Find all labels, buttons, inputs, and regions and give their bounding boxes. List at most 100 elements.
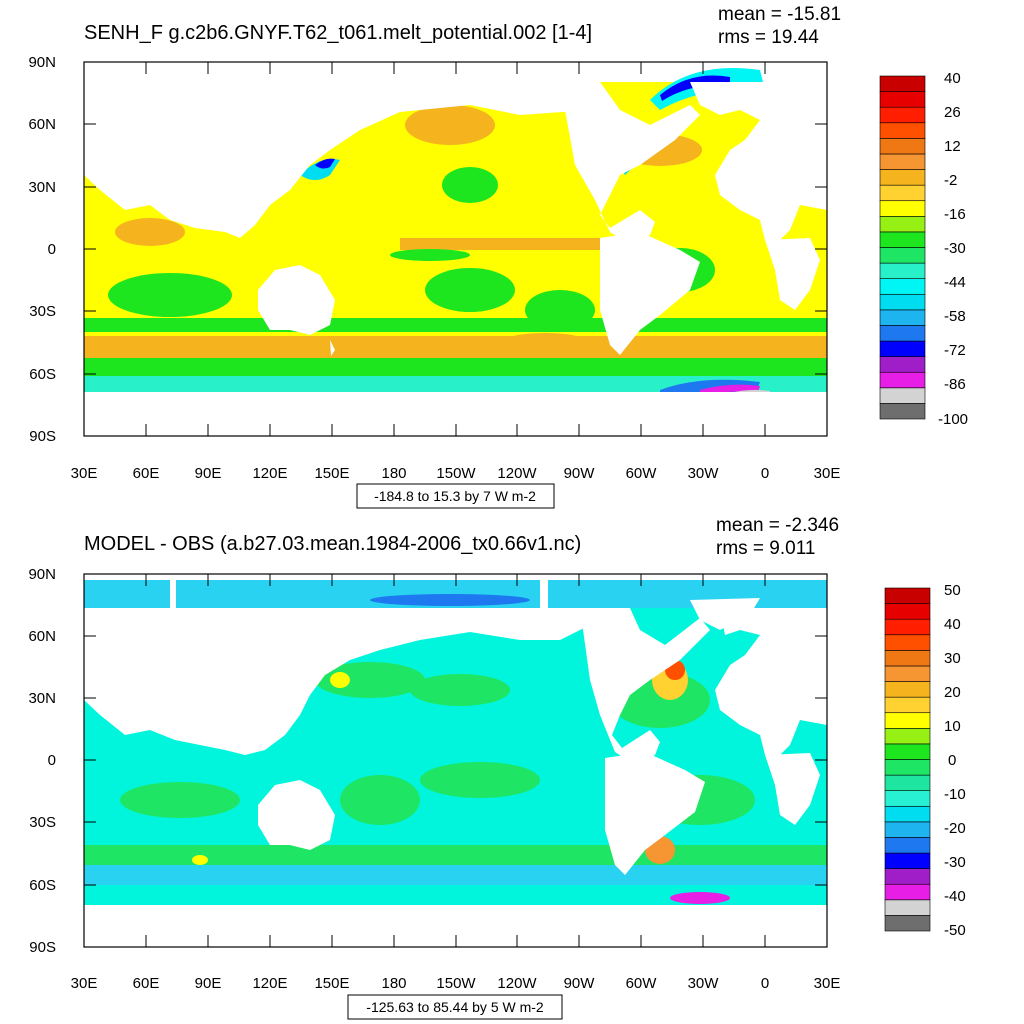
contour-info: -184.8 to 15.3 by 7 W m-2 [374,488,536,504]
lon-label: 30E [814,465,841,482]
colorbar-label: -58 [944,308,966,325]
lon-label: 90E [195,465,222,482]
colorbar-swatch [884,712,931,729]
colorbar-swatch [884,805,931,823]
lat-label: 30S [29,814,56,831]
colorbar-swatch [879,91,926,108]
colorbar-label: -16 [944,206,966,223]
colorbar-swatch [879,106,926,124]
mean-value: mean = -15.81 [718,4,841,25]
lat-label: 0 [48,241,56,258]
lon-label: 120E [252,975,287,992]
map-field [84,574,827,947]
colorbar-swatch [879,340,926,357]
map-field [84,62,827,436]
colorbar-swatch [879,138,926,155]
colorbar-label: -72 [944,342,966,359]
mean-value: mean = -2.346 [716,515,839,536]
lat-label: 30N [28,179,56,196]
colorbar-swatch [879,325,926,342]
rms-value: rms = 9.011 [716,538,815,559]
colorbar-label: -2 [944,172,957,189]
lon-label: 150W [436,465,476,482]
lon-label: 30E [71,975,98,992]
lon-label: 150W [436,975,476,992]
colorbar-label: 12 [944,138,961,155]
colorbar-label: 0 [948,752,956,769]
panel-senh-f: SENH_F g.c2b6.GNYF.T62_t061.melt_potenti… [28,4,968,509]
colorbar-label: -100 [938,411,968,428]
colorbar-swatch [884,899,931,916]
rms-value: rms = 19.44 [718,27,819,48]
colorbar-label: -40 [944,888,966,905]
colorbar-swatch [884,868,931,885]
colorbar-swatch [884,837,931,854]
contour-info: -125.63 to 85.44 by 5 W m-2 [366,999,544,1015]
lon-label: 150E [314,465,349,482]
lon-label: 60E [133,975,160,992]
colorbar-label: -30 [944,240,966,257]
colorbar-swatch [879,122,926,139]
lon-label: 30W [688,465,720,482]
lat-label: 60N [28,628,56,645]
colorbar-label: -86 [944,376,966,393]
lon-label: 180 [381,975,406,992]
lon-label: 120E [252,465,287,482]
colorbar-swatch [879,216,926,233]
lon-label: 0 [761,975,769,992]
colorbar-labels: 50 40 30 20 10 0 -10 -20 -30 -40 -50 [944,582,966,939]
colorbar-label: -50 [944,922,966,939]
lon-label: 90W [564,465,596,482]
lon-label: 120W [497,465,537,482]
colorbar-label: 10 [944,718,961,735]
panel-title: SENH_F g.c2b6.GNYF.T62_t061.melt_potenti… [84,22,592,44]
panel-title: MODEL - OBS (a.b27.03.mean.1984-2006_tx0… [84,533,581,555]
colorbar-swatch [879,278,926,295]
colorbar-swatch [879,247,926,264]
colorbar-swatch [884,790,931,807]
lon-label: 120W [497,975,537,992]
lon-label: 30W [688,975,720,992]
colorbar-swatch [884,759,931,776]
lon-label: 90E [195,975,222,992]
lon-label: 0 [761,465,769,482]
contour-info-box: -184.8 to 15.3 by 7 W m-2 [356,483,555,509]
colorbar-swatch [884,681,931,698]
lat-axis-labels: 90N 60N 30N 0 30S 60S 90S [28,566,56,956]
colorbar-swatch [884,634,931,651]
lat-label: 30N [28,690,56,707]
colorbar-swatch [884,650,931,667]
colorbar-labels: 40 26 12 -2 -16 -30 -44 -58 -72 -86 -100 [938,70,968,428]
colorbar-swatch [879,309,926,326]
colorbar-swatch [884,603,931,620]
colorbar-label: -44 [944,274,966,291]
lat-label: 60N [28,116,56,133]
colorbar [879,75,926,420]
colorbar-swatch [879,75,926,92]
colorbar-swatch [879,184,926,202]
colorbar-swatch [879,169,926,186]
lat-label: 90N [28,54,56,71]
lat-label: 90S [29,939,56,956]
lat-label: 90N [28,566,56,583]
colorbar-swatch [879,293,926,311]
lon-axis-ticks [83,574,828,947]
colorbar-label: 30 [944,650,961,667]
colorbar-swatch [879,200,926,217]
colorbar-label: 26 [944,104,961,121]
panel-model-minus-obs: MODEL - OBS (a.b27.03.mean.1984-2006_tx0… [28,515,966,1020]
colorbar-swatch [879,231,926,248]
colorbar-swatch [884,618,931,636]
lon-label: 60W [626,465,658,482]
colorbar-label: -30 [944,854,966,871]
colorbar-swatch [884,883,931,901]
lat-axis-labels: 90N 60N 30N 0 30S 60S 90S [28,54,56,445]
lat-label: 60S [29,877,56,894]
colorbar-swatch [879,403,926,420]
colorbar-swatch [879,387,926,404]
lon-axis-labels: 30E 60E 90E 120E 150E 180 150W 120W 90W … [71,465,841,482]
colorbar-swatch [884,852,931,869]
colorbar-swatch [879,356,926,373]
colorbar-swatch [884,665,931,682]
